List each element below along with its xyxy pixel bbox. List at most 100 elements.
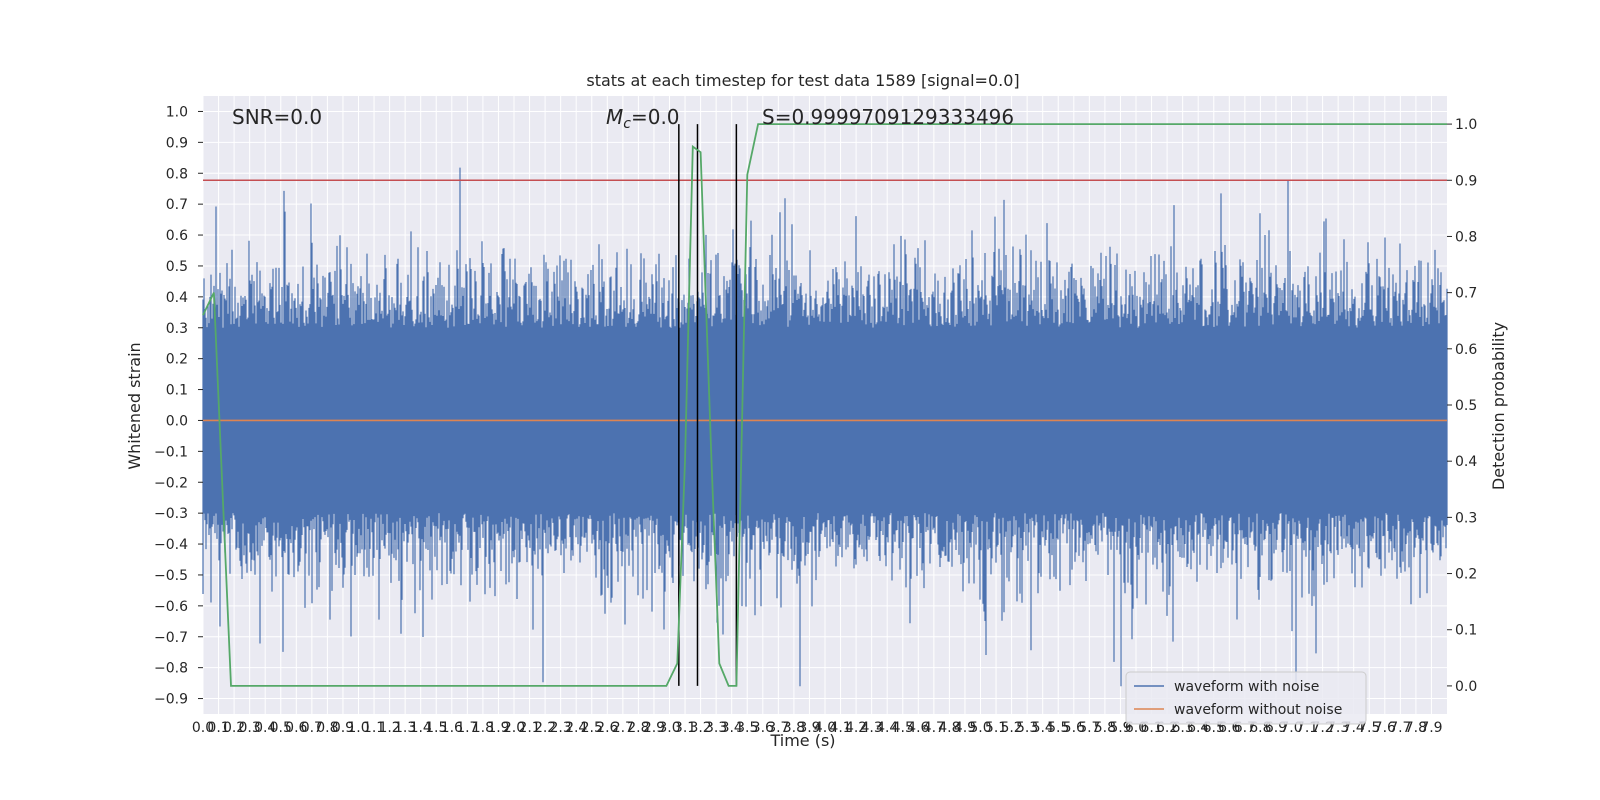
- mc-value: =0.0: [631, 105, 680, 129]
- x-tick-label: 4.7: [923, 720, 945, 736]
- y-tick-label: 0.7: [166, 197, 188, 213]
- y2-tick-label: 0.2: [1455, 567, 1477, 583]
- y2-tick-label: 0.5: [1455, 398, 1477, 414]
- x-tick-label: 0.4: [254, 720, 276, 736]
- x-tick-label: 3.3: [705, 720, 727, 736]
- x-tick-label: 5.8: [1094, 720, 1116, 736]
- series-waveform-with-noise: [202, 167, 1448, 687]
- x-tick-label: 0.6: [285, 720, 307, 736]
- x-tick-label: 2.1: [518, 720, 540, 736]
- x-tick-label: 4.5: [892, 720, 914, 736]
- x-tick-label: 5.6: [1063, 720, 1085, 736]
- mc-annotation: Mc=0.0: [606, 105, 680, 132]
- x-tick-label: 3.0: [658, 720, 680, 736]
- x-tick-label: 1.7: [456, 720, 478, 736]
- x-tick-label: 3.5: [736, 720, 758, 736]
- series-detection-probability: [202, 123, 1447, 687]
- x-tick-label: 1.9: [487, 720, 509, 736]
- x-tick-label: 5.5: [1047, 720, 1069, 736]
- x-tick-label: 1.2: [378, 720, 400, 736]
- x-tick-label: 5.4: [1032, 720, 1054, 736]
- x-axis-label: Time (s): [769, 731, 835, 750]
- legend-box: [1125, 671, 1367, 725]
- y-tick-label: 0.0: [166, 413, 188, 429]
- y2-tick-label: 0.3: [1455, 510, 1477, 526]
- y-tick-label: −0.9: [154, 692, 188, 708]
- y2-tick-label: 0.4: [1455, 454, 1477, 470]
- y2-tick-labels: 0.0 0.1 0.2 0.3 0.4 0.5 0.6 0.7 0.8 0.9 1.0: [1447, 117, 1477, 695]
- x-tick-label: 4.4: [876, 720, 898, 736]
- x-tick-label: 3.8: [783, 720, 805, 736]
- x-tick-label: 0.2: [223, 720, 245, 736]
- x-tick-label: 5.2: [1000, 720, 1022, 736]
- x-tick-label: 3.6: [752, 720, 774, 736]
- x-tick-label: 0.0: [192, 720, 214, 736]
- x-tick-label: 2.5: [581, 720, 603, 736]
- x-tick-label: 3.7: [767, 720, 789, 736]
- y-tick-label: −0.7: [154, 630, 188, 646]
- y-tick-label: −0.1: [154, 444, 188, 460]
- y-tick-label: 0.1: [166, 383, 188, 399]
- x-tick-label: 1.0: [347, 720, 369, 736]
- y-tick-label: −0.2: [154, 475, 188, 491]
- y-tick-labels: −0.9 −0.8 −0.7 −0.6 −0.5 −0.4 −0.3 −0.2 −0.1 0.0 0…: [154, 104, 203, 708]
- x-tick-label: 2.0: [503, 720, 525, 736]
- y-tick-label: 0.3: [166, 321, 188, 337]
- y-tick-label: 0.6: [166, 228, 188, 244]
- y-tick-label: −0.3: [154, 506, 188, 522]
- y-tick-label: −0.5: [154, 568, 188, 584]
- x-tick-label: 3.9: [798, 720, 820, 736]
- y-tick-label: −0.6: [154, 599, 188, 615]
- x-tick-label: 1.1: [363, 720, 385, 736]
- y-tick-label: 0.9: [166, 135, 188, 151]
- x-tick-label: 7.7: [1389, 720, 1411, 736]
- legend-label-clean: waveform without noise: [1174, 702, 1342, 718]
- x-tick-label: 1.4: [410, 720, 432, 736]
- x-tick-label: 7.9: [1420, 720, 1442, 736]
- x-tick-label: 0.1: [207, 720, 229, 736]
- x-tick-label: 5.1: [985, 720, 1007, 736]
- y-tick-label: 0.4: [166, 290, 188, 306]
- y-axis-label: Whitened strain: [125, 342, 144, 469]
- legend: waveform with noise waveform without noi…: [1125, 671, 1367, 725]
- x-tick-label: 3.1: [674, 720, 696, 736]
- waveform-with-noise-path: [202, 167, 1448, 687]
- y-tick-label: 0.5: [166, 259, 188, 275]
- y-tick-label: −0.8: [154, 661, 188, 677]
- chart-title: stats at each timestep for test data 158…: [586, 71, 1019, 90]
- x-tick-label: 2.4: [565, 720, 587, 736]
- mc-subscript: c: [623, 116, 631, 132]
- x-tick-label: 4.8: [938, 720, 960, 736]
- x-tick-label: 4.6: [907, 720, 929, 736]
- x-tick-label: 7.6: [1374, 720, 1396, 736]
- y-tick-label: 0.8: [166, 166, 188, 182]
- y2-axis-label: Detection probability: [1489, 322, 1508, 490]
- event-vlines: [678, 124, 738, 686]
- x-tick-label: 2.7: [612, 720, 634, 736]
- x-tick-label: 5.0: [969, 720, 991, 736]
- snr-annotation: SNR=0.0: [232, 105, 322, 129]
- x-tick-label: 4.9: [954, 720, 976, 736]
- y2-tick-label: 1.0: [1455, 117, 1477, 133]
- y2-tick-label: 0.8: [1455, 229, 1477, 245]
- x-tick-label: 0.9: [332, 720, 354, 736]
- x-tick-label: 1.3: [394, 720, 416, 736]
- y2-tick-label: 0.0: [1455, 679, 1477, 695]
- detection-probability-line: [202, 123, 1447, 687]
- y-tick-label: 1.0: [166, 104, 188, 120]
- x-tick-label: 0.7: [301, 720, 323, 736]
- x-tick-label: 7.8: [1405, 720, 1427, 736]
- x-tick-label: 3.4: [721, 720, 743, 736]
- x-tick-label: 1.5: [425, 720, 447, 736]
- x-tick-label: 5.7: [1078, 720, 1100, 736]
- x-tick-label: 4.2: [845, 720, 867, 736]
- x-tick-label: 2.6: [596, 720, 618, 736]
- y2-tick-label: 0.1: [1455, 623, 1477, 639]
- y2-tick-label: 0.7: [1455, 286, 1477, 302]
- x-tick-label: 0.8: [316, 720, 338, 736]
- mc-symbol: M: [606, 105, 623, 129]
- x-tick-label: 2.2: [534, 720, 556, 736]
- legend-label-noise: waveform with noise: [1174, 679, 1319, 695]
- y-tick-label: 0.2: [166, 352, 188, 368]
